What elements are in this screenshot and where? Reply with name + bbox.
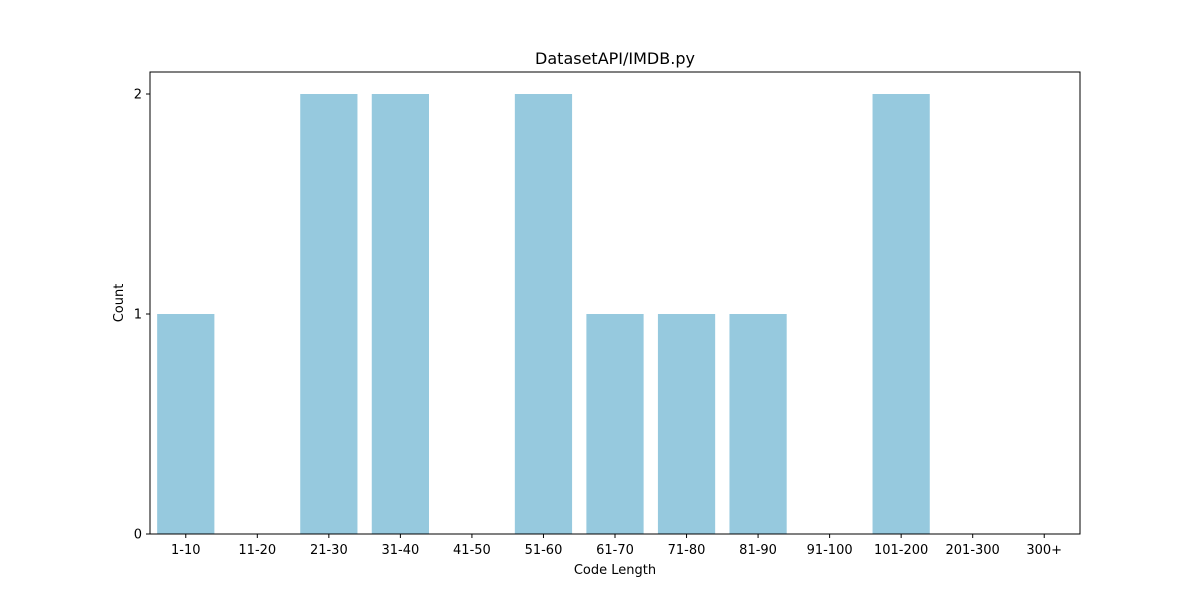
bar-61-70	[586, 314, 644, 534]
bar-1-10	[157, 314, 215, 534]
y-axis-ticks: 0 1 2	[134, 88, 150, 543]
x-tick-label: 11-20	[238, 543, 276, 558]
bar-71-80	[657, 314, 716, 534]
x-tick-label: 71-80	[668, 543, 706, 558]
x-tick-label: 81-90	[739, 543, 777, 558]
x-tick-label: 91-100	[807, 543, 853, 558]
x-tick-label: 101-200	[874, 543, 928, 558]
x-axis-label: Code Length	[574, 563, 656, 578]
x-axis-ticks: 1-10 11-20 21-30 31-40 41-50 51-60 61-70 71-80 8…	[171, 534, 1062, 558]
x-tick-label: 300+	[1026, 543, 1062, 558]
bar-101-200	[872, 94, 930, 534]
chart-title: DatasetAPI/IMDB.py	[535, 49, 695, 68]
bar-21-30	[300, 94, 358, 534]
plot-frame	[149, 71, 1081, 535]
x-tick-label: 1-10	[171, 543, 201, 558]
bars-group	[157, 94, 930, 534]
y-tick-label: 0	[134, 528, 142, 543]
bar-51-60	[514, 94, 573, 534]
y-tick-label: 2	[134, 88, 142, 103]
y-tick-label: 1	[134, 308, 142, 323]
x-tick-label: 61-70	[596, 543, 634, 558]
y-axis-label: Count	[112, 284, 127, 323]
x-tick-label: 41-50	[453, 543, 491, 558]
bar-31-40	[371, 94, 429, 534]
x-tick-label: 201-300	[946, 543, 1000, 558]
x-tick-label: 31-40	[381, 543, 419, 558]
x-tick-label: 21-30	[310, 543, 348, 558]
x-tick-label: 51-60	[525, 543, 563, 558]
bar-81-90	[729, 314, 787, 534]
